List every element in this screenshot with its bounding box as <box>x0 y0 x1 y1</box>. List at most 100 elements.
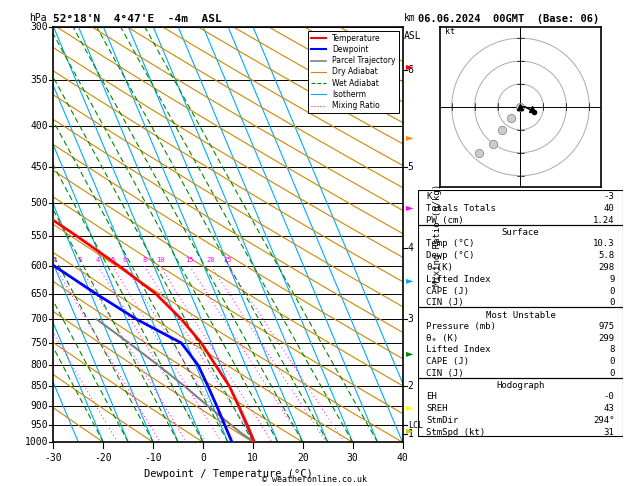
Text: StmDir: StmDir <box>426 416 459 425</box>
Text: Surface: Surface <box>502 228 539 237</box>
Text: Temp (°C): Temp (°C) <box>426 240 475 248</box>
Text: 0: 0 <box>609 287 615 295</box>
Text: Most Unstable: Most Unstable <box>486 311 555 320</box>
Text: ►: ► <box>406 348 413 358</box>
Text: 2: 2 <box>52 257 57 263</box>
Text: 1000: 1000 <box>25 437 48 447</box>
Text: ►: ► <box>406 132 413 142</box>
Text: ►: ► <box>406 203 413 212</box>
Text: 900: 900 <box>31 401 48 411</box>
Text: CAPE (J): CAPE (J) <box>426 357 469 366</box>
Text: 4: 4 <box>96 257 100 263</box>
Text: km: km <box>404 13 416 22</box>
Text: Lifted Index: Lifted Index <box>426 275 491 284</box>
Text: LCL: LCL <box>408 421 423 430</box>
Text: 8: 8 <box>609 345 615 354</box>
Text: 31: 31 <box>604 428 615 436</box>
Text: Mixing Ratio (g/kg): Mixing Ratio (g/kg) <box>433 183 442 286</box>
Text: ►: ► <box>406 425 413 435</box>
Text: 294°: 294° <box>593 416 615 425</box>
Bar <box>418 225 623 307</box>
Text: 450: 450 <box>31 162 48 172</box>
Text: 5.8: 5.8 <box>598 251 615 260</box>
Text: 15: 15 <box>185 257 194 263</box>
Text: 0: 0 <box>609 369 615 378</box>
Text: -0: -0 <box>604 392 615 401</box>
Text: 950: 950 <box>31 419 48 430</box>
Text: θₑ(K): θₑ(K) <box>426 263 454 272</box>
Text: ►: ► <box>406 275 413 285</box>
Text: 6: 6 <box>408 65 414 75</box>
Text: 20: 20 <box>297 452 309 463</box>
Text: 0: 0 <box>200 452 206 463</box>
Text: θₑ (K): θₑ (K) <box>426 333 459 343</box>
Text: hPa: hPa <box>29 13 47 22</box>
Text: ►: ► <box>406 402 413 412</box>
Text: Dewpoint / Temperature (°C): Dewpoint / Temperature (°C) <box>143 469 313 479</box>
Text: Pressure (mb): Pressure (mb) <box>426 322 496 331</box>
Text: 20: 20 <box>207 257 215 263</box>
Text: 30: 30 <box>347 452 359 463</box>
Text: ASL: ASL <box>404 31 422 41</box>
Bar <box>418 190 623 225</box>
Text: kt: kt <box>445 27 455 35</box>
Text: 10: 10 <box>156 257 164 263</box>
Text: 550: 550 <box>31 231 48 241</box>
Text: 9: 9 <box>609 275 615 284</box>
Text: EH: EH <box>426 392 437 401</box>
Text: -3: -3 <box>604 192 615 202</box>
Text: Dewp (°C): Dewp (°C) <box>426 251 475 260</box>
Text: PW (cm): PW (cm) <box>426 216 464 225</box>
Text: 40: 40 <box>604 204 615 213</box>
Text: 40: 40 <box>397 452 408 463</box>
Text: SREH: SREH <box>426 404 448 413</box>
Text: 1: 1 <box>408 429 414 438</box>
Text: 298: 298 <box>598 263 615 272</box>
Text: Totals Totals: Totals Totals <box>426 204 496 213</box>
Text: CAPE (J): CAPE (J) <box>426 287 469 295</box>
Text: 2: 2 <box>408 381 414 391</box>
Text: 800: 800 <box>31 360 48 370</box>
Text: 06.06.2024  00GMT  (Base: 06): 06.06.2024 00GMT (Base: 06) <box>418 14 599 24</box>
Text: 750: 750 <box>31 338 48 348</box>
Text: 400: 400 <box>31 121 48 131</box>
Text: 0: 0 <box>609 357 615 366</box>
Text: 6: 6 <box>123 257 127 263</box>
Text: Hodograph: Hodograph <box>496 381 545 390</box>
Text: -10: -10 <box>145 452 162 463</box>
Text: 350: 350 <box>31 75 48 85</box>
Text: Lifted Index: Lifted Index <box>426 345 491 354</box>
Text: CIN (J): CIN (J) <box>426 298 464 307</box>
Text: 850: 850 <box>31 381 48 391</box>
Bar <box>418 307 623 378</box>
Text: 5: 5 <box>110 257 114 263</box>
Text: 52°18'N  4°47'E  -4m  ASL: 52°18'N 4°47'E -4m ASL <box>53 14 222 24</box>
Text: 300: 300 <box>31 22 48 32</box>
Text: 3: 3 <box>408 314 414 324</box>
Text: 0: 0 <box>609 298 615 307</box>
Text: K: K <box>426 192 432 202</box>
Text: 10.3: 10.3 <box>593 240 615 248</box>
Text: 975: 975 <box>598 322 615 331</box>
Text: © weatheronline.co.uk: © weatheronline.co.uk <box>262 474 367 484</box>
Text: 650: 650 <box>31 289 48 298</box>
Text: 3: 3 <box>77 257 82 263</box>
Text: 5: 5 <box>408 162 414 172</box>
Legend: Temperature, Dewpoint, Parcel Trajectory, Dry Adiabat, Wet Adiabat, Isotherm, Mi: Temperature, Dewpoint, Parcel Trajectory… <box>308 31 399 113</box>
Text: -30: -30 <box>45 452 62 463</box>
Text: 25: 25 <box>224 257 232 263</box>
Text: ►: ► <box>406 61 413 71</box>
Text: -20: -20 <box>94 452 112 463</box>
Text: 299: 299 <box>598 333 615 343</box>
Text: 8: 8 <box>142 257 147 263</box>
Text: 500: 500 <box>31 198 48 208</box>
Bar <box>418 378 623 436</box>
Text: StmSpd (kt): StmSpd (kt) <box>426 428 486 436</box>
Text: 43: 43 <box>604 404 615 413</box>
Text: 600: 600 <box>31 261 48 271</box>
Text: 4: 4 <box>408 243 414 253</box>
Text: CIN (J): CIN (J) <box>426 369 464 378</box>
Text: 10: 10 <box>247 452 259 463</box>
Text: 1.24: 1.24 <box>593 216 615 225</box>
Text: 700: 700 <box>31 314 48 324</box>
